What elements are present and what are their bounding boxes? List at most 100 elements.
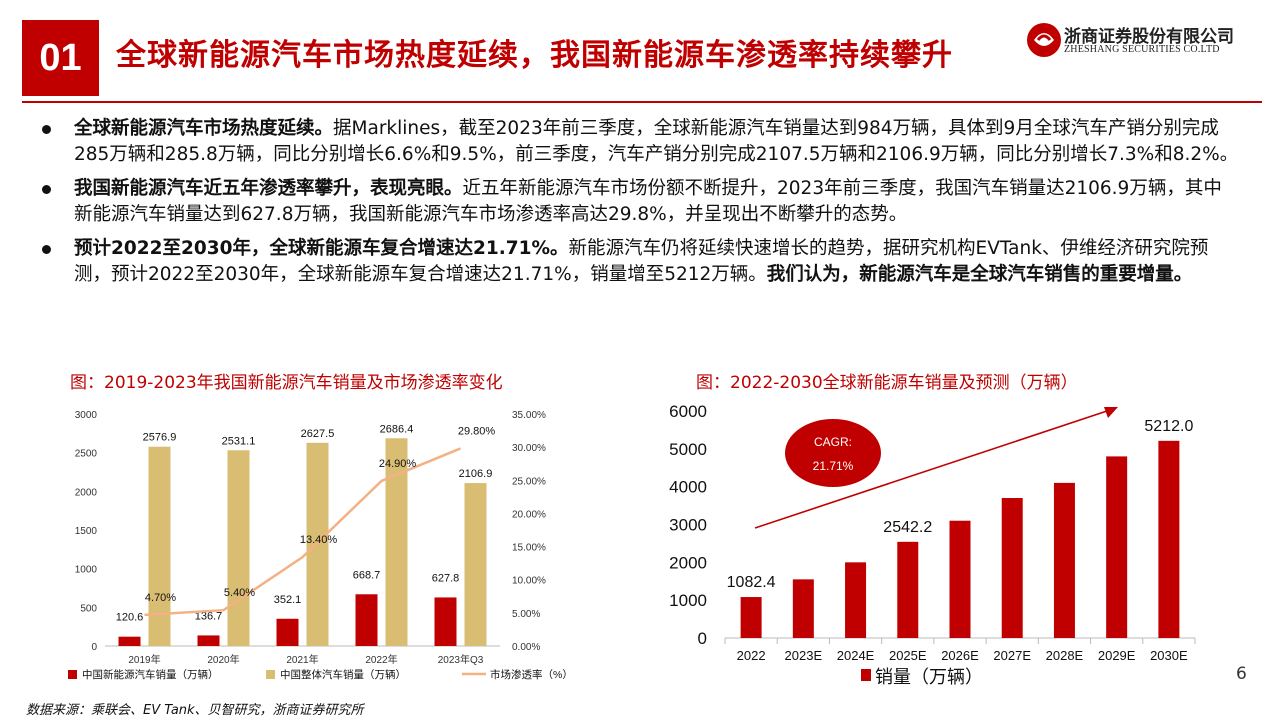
bar-nev-sales <box>118 636 141 646</box>
y-tick-label: 6000 <box>669 402 707 421</box>
y-tick-label: 0 <box>91 642 97 653</box>
y-tick-label: 3000 <box>75 410 98 421</box>
y2-tick-label: 35.00% <box>512 410 546 421</box>
data-label-nev: 668.7 <box>353 569 381 581</box>
bar-global-sales <box>897 541 919 638</box>
bar-global-sales <box>949 520 971 638</box>
y-tick-label: 0 <box>698 629 707 648</box>
x-tick-label: 2023年Q3 <box>438 653 484 666</box>
data-label-nev: 120.6 <box>116 612 144 624</box>
legend-label: 中国新能源汽车销量（万辆） <box>82 668 219 681</box>
x-tick-label: 2024E <box>837 648 875 663</box>
data-source-note: 数据来源：乘联会、EV Tank、贝智研究，浙商证券研究所 <box>26 703 364 718</box>
data-label-penetration: 5.40% <box>224 587 255 599</box>
bullet-dot-icon <box>42 185 51 194</box>
section-number-badge: 01 <box>22 20 99 96</box>
data-label-penetration: 24.90% <box>379 458 417 470</box>
data-label-total: 2576.9 <box>143 432 177 444</box>
y2-tick-label: 0.00% <box>512 642 540 653</box>
bullet-item: 我国新能源汽车近五年渗透率攀升，表现亮眼。近五年新能源汽车市场份额不断提升，20… <box>40 176 1240 228</box>
data-label: 2542.2 <box>883 519 932 536</box>
data-label-total: 2627.5 <box>301 428 335 440</box>
y2-tick-label: 30.00% <box>512 443 546 454</box>
y-tick-label: 4000 <box>669 478 707 497</box>
bar-global-sales <box>740 597 762 638</box>
page-title: 全球新能源汽车市场热度延续，我国新能源车渗透率持续攀升 <box>116 38 953 73</box>
x-tick-label: 2025E <box>889 648 927 663</box>
bar-global-sales <box>792 579 814 638</box>
data-label: 5212.0 <box>1144 418 1193 435</box>
logo-company-name-cn: 浙商证券股份有限公司 <box>1064 27 1234 47</box>
data-label: 1082.4 <box>727 574 776 591</box>
y-tick-label: 1500 <box>75 526 98 537</box>
page-number: 6 <box>1236 664 1247 684</box>
legend-swatch <box>68 670 77 679</box>
x-tick-label: 2028E <box>1046 648 1084 663</box>
cagr-bubble <box>785 419 881 487</box>
bullet-lead: 预计2022至2030年，全球新能源车复合增速达21.71%。 <box>74 238 569 259</box>
x-tick-label: 2020年 <box>207 653 239 666</box>
y-tick-label: 5000 <box>669 440 707 459</box>
bar-nev-sales <box>434 597 457 646</box>
bullet-text: 新能源汽车仍将延续快速增长的趋势，据研究机构EVTank、伊维经济研究院预测，预… <box>74 238 1209 285</box>
bullet-item: 全球新能源汽车市场热度延续。据Marklines，截至2023年前三季度，全球新… <box>40 116 1240 168</box>
bullet-dot-icon <box>42 125 51 134</box>
cagr-value: 21.71% <box>813 459 854 473</box>
y-tick-label: 2000 <box>669 553 707 572</box>
bar-total-sales <box>227 450 250 646</box>
x-tick-label: 2029E <box>1098 648 1136 663</box>
china-nev-sales-chart: 0 500 1000 1500 2000 2500 3000 0.00% 5.00% 10.00%… <box>68 410 573 681</box>
data-label-total: 2106.9 <box>459 468 493 480</box>
bar-total-sales <box>464 483 487 646</box>
bullet-lead: 我国新能源汽车近五年渗透率攀升，表现亮眼。 <box>74 178 463 199</box>
logo-company-name-en: ZHESHANG SECURITIES CO.LTD <box>1064 44 1220 55</box>
y2-tick-label: 10.00% <box>512 576 546 587</box>
x-tick-label: 2027E <box>993 648 1031 663</box>
legend-swatch <box>266 670 275 679</box>
x-tick-label: 2022 <box>737 648 766 663</box>
data-label-nev: 136.7 <box>195 610 223 622</box>
x-tick-label: 2022年 <box>365 653 397 666</box>
legend-label: 销量（万辆） <box>875 667 983 687</box>
data-label-total: 2686.4 <box>380 423 414 435</box>
y-tick-label: 2500 <box>75 449 98 460</box>
x-tick-label: 2021年 <box>286 653 318 666</box>
bullet-lead: 全球新能源汽车市场热度延续。 <box>74 118 334 139</box>
x-tick-label: 2023E <box>785 648 823 663</box>
bullet-text: 据Marklines，截至2023年前三季度，全球新能源汽车销量达到984万辆，… <box>74 118 1239 165</box>
bullet-item: 预计2022至2030年，全球新能源车复合增速达21.71%。新能源汽车仍将延续… <box>40 236 1240 288</box>
chart1-title: 图：2019-2023年我国新能源汽车销量及市场渗透率变化 <box>70 373 503 393</box>
y2-tick-label: 5.00% <box>512 609 540 620</box>
penetration-rate-line <box>144 447 461 617</box>
data-label-penetration: 4.70% <box>145 592 176 604</box>
y2-tick-label: 15.00% <box>512 543 546 554</box>
title-divider <box>22 101 1262 103</box>
legend-label: 市场渗透率（%） <box>490 668 573 681</box>
legend-label: 中国整体汽车销量（万辆） <box>280 668 406 681</box>
bar-global-sales <box>1158 440 1180 638</box>
x-tick-label: 2019年 <box>128 653 160 666</box>
bar-nev-sales <box>276 618 299 646</box>
company-logo <box>1027 23 1061 57</box>
x-tick-label: 2030E <box>1150 648 1188 663</box>
y-tick-label: 1000 <box>75 565 98 576</box>
bullet-conclusion: 我们认为，新能源汽车是全球汽车销售的重要增量。 <box>766 264 1193 285</box>
x-tick-label: 2026E <box>941 648 979 663</box>
data-label-nev: 352.1 <box>274 594 302 606</box>
y-tick-label: 2000 <box>75 487 98 498</box>
bar-total-sales <box>385 438 408 646</box>
bullet-dot-icon <box>42 245 51 254</box>
bar-total-sales <box>148 446 171 646</box>
bar-global-sales <box>1001 498 1023 638</box>
chart2-title: 图：2022-2030全球新能源车销量及预测（万辆） <box>696 373 1078 393</box>
data-label-total: 2531.1 <box>222 435 256 447</box>
y2-tick-label: 20.00% <box>512 509 546 520</box>
cagr-label: CAGR: <box>814 435 852 449</box>
global-nev-forecast-chart: 0 1000 2000 3000 4000 5000 6000 2022 1082.4 2023E… <box>669 402 1196 687</box>
bar-global-sales <box>845 562 867 638</box>
bullet-text: 近五年新能源汽车市场份额不断提升，2023年前三季度，我国汽车销量达2106.9… <box>74 178 1222 225</box>
y2-tick-label: 25.00% <box>512 476 546 487</box>
trend-arrow-head-icon <box>1104 407 1118 418</box>
bar-global-sales <box>1106 456 1128 638</box>
y-tick-label: 500 <box>80 603 97 614</box>
